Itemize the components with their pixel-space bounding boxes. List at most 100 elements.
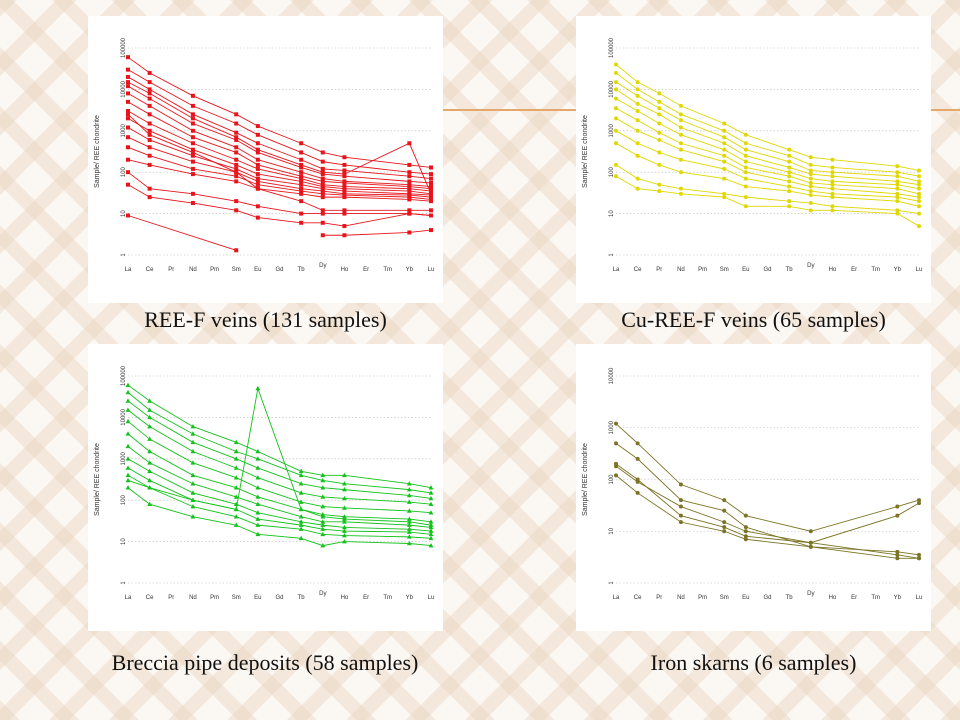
data-point xyxy=(190,423,196,429)
data-point xyxy=(298,499,304,504)
x-tick-label: Nd xyxy=(189,595,197,601)
data-point xyxy=(407,141,412,146)
data-point xyxy=(678,141,683,146)
data-point xyxy=(635,153,640,158)
data-point xyxy=(787,170,792,175)
data-point xyxy=(895,186,900,191)
data-point xyxy=(678,157,683,162)
series-line xyxy=(127,421,432,514)
data-point xyxy=(428,495,434,501)
data-point xyxy=(917,179,921,184)
data-point xyxy=(298,535,304,541)
data-point xyxy=(126,74,130,79)
data-point xyxy=(895,195,900,200)
data-point xyxy=(342,539,347,544)
data-point xyxy=(298,519,304,524)
x-tick-label: Tb xyxy=(786,267,794,273)
series-line xyxy=(615,442,919,559)
data-point xyxy=(255,465,261,470)
series-line xyxy=(127,76,432,180)
data-point xyxy=(678,513,683,518)
x-tick-label: Pr xyxy=(656,267,662,273)
data-point xyxy=(147,436,153,441)
y-tick-label: 10 xyxy=(121,210,127,217)
data-point xyxy=(614,70,618,75)
data-point xyxy=(917,552,921,557)
y-tick-label: 100000 xyxy=(121,365,127,386)
data-point xyxy=(342,193,347,198)
data-point xyxy=(722,135,727,140)
data-point xyxy=(722,166,727,171)
data-point xyxy=(125,407,131,412)
data-point xyxy=(126,116,130,121)
data-point xyxy=(320,519,326,524)
data-point xyxy=(614,87,618,92)
x-tick-label: La xyxy=(125,595,132,601)
data-point xyxy=(722,498,727,503)
series-line xyxy=(127,433,432,523)
data-point xyxy=(299,220,304,225)
data-point xyxy=(743,195,748,200)
data-point xyxy=(614,464,618,469)
series-line xyxy=(127,384,432,489)
y-tick-label: 10 xyxy=(609,527,615,534)
data-point xyxy=(255,522,261,527)
y-tick-label: 10000 xyxy=(609,80,615,97)
data-point xyxy=(320,208,325,213)
data-point xyxy=(233,475,239,480)
data-point xyxy=(255,186,260,191)
x-tick-label: Pm xyxy=(698,595,707,601)
data-point xyxy=(743,141,748,146)
data-point xyxy=(743,534,748,539)
data-point xyxy=(787,174,792,179)
x-tick-label: Ce xyxy=(634,267,642,273)
data-point xyxy=(787,165,792,170)
y-tick-label: 100 xyxy=(609,474,615,485)
data-point xyxy=(722,191,727,196)
data-point xyxy=(255,475,261,480)
data-point xyxy=(830,182,835,187)
data-point xyxy=(190,159,195,164)
data-point xyxy=(299,186,304,191)
data-point xyxy=(895,556,900,561)
series-line xyxy=(127,159,432,202)
data-point xyxy=(190,481,196,486)
data-point xyxy=(320,184,325,189)
data-point xyxy=(298,481,304,486)
data-point xyxy=(255,141,260,146)
data-point xyxy=(635,479,640,484)
x-tick-label: Pr xyxy=(656,595,662,601)
y-tick-label: 1000 xyxy=(609,123,615,137)
x-tick-label: Ce xyxy=(146,267,154,273)
data-point xyxy=(320,159,325,164)
data-point xyxy=(429,199,433,204)
x-tick-label: Sm xyxy=(720,595,729,601)
x-tick-label: Yb xyxy=(406,267,414,273)
data-point xyxy=(190,504,196,509)
data-point xyxy=(147,132,152,137)
data-point xyxy=(342,224,347,229)
data-point xyxy=(428,543,434,548)
y-tick-label: 100 xyxy=(121,167,127,178)
data-point xyxy=(614,62,618,67)
x-tick-label: Nd xyxy=(189,267,197,273)
x-tick-label: Nd xyxy=(677,267,685,273)
x-tick-label: Dy xyxy=(807,263,814,269)
data-point xyxy=(678,498,683,503)
data-point xyxy=(234,174,239,179)
data-point xyxy=(614,473,618,478)
data-point xyxy=(342,487,347,492)
data-point xyxy=(895,164,900,169)
data-point xyxy=(657,91,662,96)
data-point xyxy=(342,155,347,160)
data-point xyxy=(787,199,792,204)
data-point xyxy=(234,137,239,142)
data-point xyxy=(255,176,260,181)
x-tick-label: Ho xyxy=(829,595,837,601)
data-point xyxy=(743,525,748,530)
data-point xyxy=(787,204,792,209)
data-point xyxy=(895,182,900,187)
x-tick-label: Pm xyxy=(698,267,707,273)
x-tick-label: Ce xyxy=(634,595,642,601)
series-line xyxy=(127,127,432,196)
